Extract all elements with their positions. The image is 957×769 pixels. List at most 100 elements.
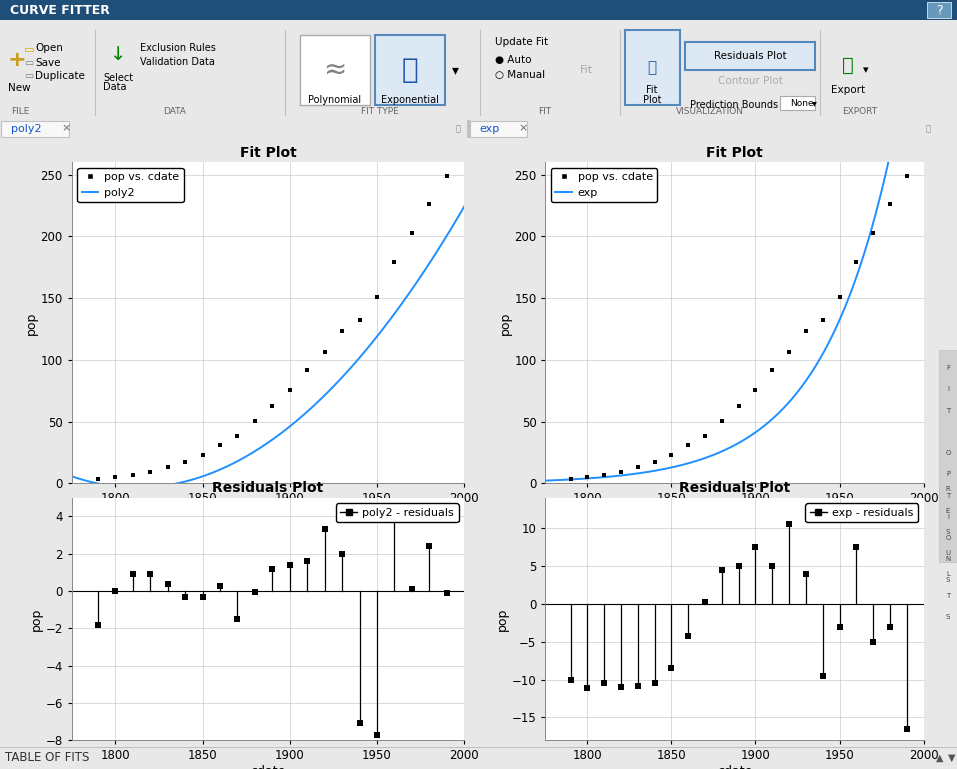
Point bbox=[714, 415, 729, 428]
Point bbox=[265, 400, 280, 412]
Point bbox=[369, 728, 385, 741]
Point bbox=[849, 541, 864, 553]
Text: 🍃: 🍃 bbox=[842, 55, 854, 75]
Text: ▾: ▾ bbox=[863, 65, 869, 75]
Text: Exponential: Exponential bbox=[381, 95, 439, 105]
Point bbox=[108, 585, 123, 598]
Point bbox=[334, 548, 349, 560]
Legend: poly2 - residuals: poly2 - residuals bbox=[336, 504, 458, 522]
Point bbox=[865, 635, 880, 647]
Point bbox=[596, 677, 612, 690]
Point bbox=[334, 325, 349, 338]
Point bbox=[580, 682, 595, 694]
Text: Contour Plot: Contour Plot bbox=[718, 76, 783, 86]
Point bbox=[387, 256, 402, 268]
Point bbox=[714, 564, 729, 576]
Text: U: U bbox=[946, 550, 950, 556]
Point bbox=[580, 471, 595, 483]
Legend: exp - residuals: exp - residuals bbox=[806, 504, 918, 522]
Text: Plot: Plot bbox=[643, 95, 661, 105]
Text: poly2: poly2 bbox=[11, 124, 42, 134]
Point bbox=[352, 717, 367, 730]
Point bbox=[647, 456, 662, 468]
Point bbox=[882, 198, 898, 211]
Text: ≈: ≈ bbox=[323, 56, 346, 84]
Text: VISUALIZATION: VISUALIZATION bbox=[676, 107, 744, 116]
Text: DATA: DATA bbox=[164, 107, 187, 116]
X-axis label: cdate: cdate bbox=[251, 765, 285, 769]
Point bbox=[160, 461, 175, 474]
Point bbox=[664, 448, 679, 461]
Point bbox=[265, 562, 280, 574]
Text: ▼: ▼ bbox=[947, 753, 955, 763]
Y-axis label: pop: pop bbox=[499, 311, 511, 335]
Text: Export: Export bbox=[831, 85, 865, 95]
Text: S: S bbox=[946, 614, 950, 620]
Text: T: T bbox=[946, 492, 950, 498]
Y-axis label: pop: pop bbox=[30, 608, 43, 631]
Point bbox=[563, 472, 578, 484]
Text: ▾: ▾ bbox=[812, 98, 817, 108]
Point bbox=[899, 170, 914, 182]
Text: Data: Data bbox=[103, 82, 126, 92]
Point bbox=[439, 587, 455, 599]
Point bbox=[765, 560, 780, 572]
Point bbox=[563, 674, 578, 686]
Bar bbox=[927, 2, 951, 18]
Point bbox=[422, 198, 437, 211]
Point bbox=[698, 430, 713, 442]
Text: Update Fit: Update Fit bbox=[495, 37, 548, 47]
Text: O: O bbox=[946, 450, 950, 456]
Point bbox=[230, 613, 245, 625]
Text: FIT TYPE: FIT TYPE bbox=[361, 107, 399, 116]
Legend: pop vs. cdate, exp: pop vs. cdate, exp bbox=[551, 168, 657, 202]
Point bbox=[798, 568, 813, 580]
Text: ▭: ▭ bbox=[24, 58, 33, 68]
Text: Fit: Fit bbox=[580, 65, 593, 75]
X-axis label: cdate: cdate bbox=[717, 508, 752, 521]
Text: FILE: FILE bbox=[11, 107, 29, 116]
Text: O: O bbox=[946, 535, 950, 541]
Point bbox=[747, 541, 763, 553]
Point bbox=[832, 621, 847, 633]
Point bbox=[143, 568, 158, 581]
Point bbox=[613, 465, 629, 478]
Text: CURVE FITTER: CURVE FITTER bbox=[10, 4, 110, 16]
Point bbox=[782, 346, 797, 358]
Text: ○ Manual: ○ Manual bbox=[495, 70, 545, 80]
Text: EXPORT: EXPORT bbox=[842, 107, 878, 116]
Point bbox=[177, 456, 192, 468]
Point bbox=[439, 170, 455, 182]
Text: Open: Open bbox=[35, 43, 63, 53]
Point bbox=[143, 465, 158, 478]
Point bbox=[698, 596, 713, 608]
Point bbox=[195, 448, 211, 461]
Point bbox=[212, 580, 228, 592]
Bar bbox=[1, 121, 70, 137]
Point bbox=[90, 472, 105, 484]
Text: Save: Save bbox=[35, 58, 60, 68]
Text: ⌒: ⌒ bbox=[402, 56, 418, 84]
Point bbox=[815, 670, 831, 682]
Point bbox=[247, 415, 262, 428]
Point bbox=[387, 507, 402, 519]
Title: Residuals Plot: Residuals Plot bbox=[679, 481, 790, 495]
Point bbox=[596, 468, 612, 481]
Text: None: None bbox=[790, 98, 813, 108]
Point bbox=[90, 618, 105, 631]
Point bbox=[300, 364, 315, 376]
Y-axis label: pop: pop bbox=[496, 608, 509, 631]
Text: ▭: ▭ bbox=[24, 71, 33, 81]
Text: exp: exp bbox=[479, 124, 501, 134]
Point bbox=[230, 430, 245, 442]
X-axis label: cdate: cdate bbox=[251, 508, 285, 521]
Legend: pop vs. cdate, poly2: pop vs. cdate, poly2 bbox=[78, 168, 184, 202]
Text: ▾: ▾ bbox=[452, 63, 459, 77]
Point bbox=[404, 227, 419, 239]
Text: S: S bbox=[946, 578, 950, 584]
Text: T: T bbox=[946, 408, 950, 414]
Point bbox=[212, 438, 228, 451]
Text: F: F bbox=[946, 365, 950, 371]
Text: ×: × bbox=[519, 124, 527, 134]
Point bbox=[882, 621, 898, 633]
